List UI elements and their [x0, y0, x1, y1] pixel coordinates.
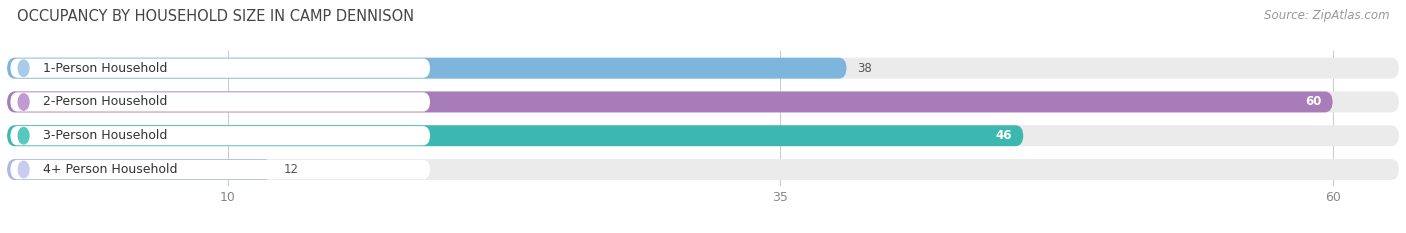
Text: 60: 60: [1305, 96, 1322, 108]
Text: 38: 38: [858, 62, 872, 75]
Text: 2-Person Household: 2-Person Household: [44, 96, 167, 108]
Text: Source: ZipAtlas.com: Source: ZipAtlas.com: [1264, 9, 1389, 22]
FancyBboxPatch shape: [10, 92, 430, 112]
Text: 1-Person Household: 1-Person Household: [44, 62, 167, 75]
FancyBboxPatch shape: [10, 58, 430, 78]
Circle shape: [18, 60, 30, 76]
FancyBboxPatch shape: [7, 58, 1399, 79]
FancyBboxPatch shape: [7, 159, 1399, 180]
Text: 46: 46: [995, 129, 1012, 142]
FancyBboxPatch shape: [10, 160, 430, 179]
Text: OCCUPANCY BY HOUSEHOLD SIZE IN CAMP DENNISON: OCCUPANCY BY HOUSEHOLD SIZE IN CAMP DENN…: [17, 9, 413, 24]
Text: 3-Person Household: 3-Person Household: [44, 129, 167, 142]
Circle shape: [18, 94, 30, 110]
FancyBboxPatch shape: [7, 58, 846, 79]
FancyBboxPatch shape: [7, 92, 1333, 112]
FancyBboxPatch shape: [7, 92, 1399, 112]
Circle shape: [18, 161, 30, 178]
FancyBboxPatch shape: [7, 125, 1399, 146]
Text: 12: 12: [283, 163, 298, 176]
Circle shape: [18, 127, 30, 144]
FancyBboxPatch shape: [10, 126, 430, 145]
Text: 4+ Person Household: 4+ Person Household: [44, 163, 179, 176]
FancyBboxPatch shape: [7, 125, 1024, 146]
FancyBboxPatch shape: [7, 159, 273, 180]
